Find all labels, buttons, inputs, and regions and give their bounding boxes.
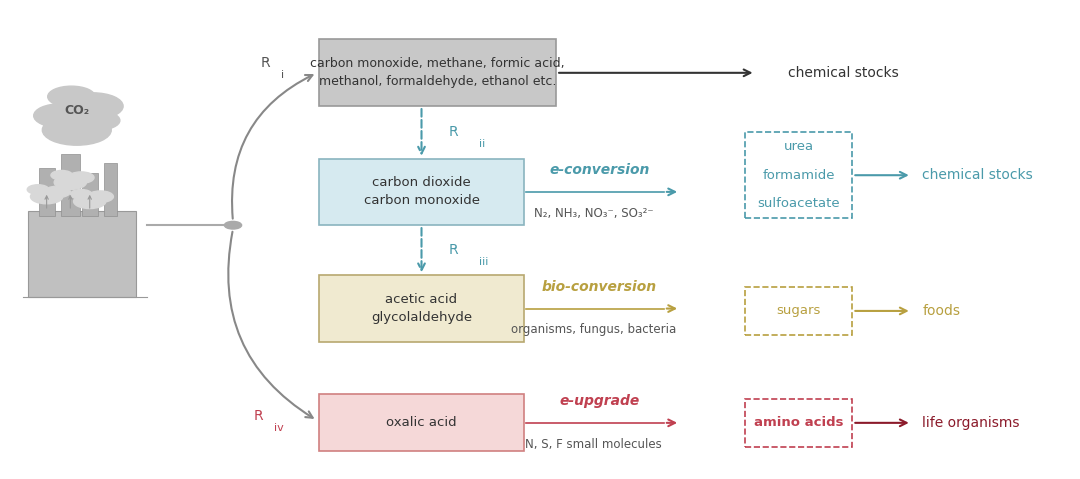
Text: carbon monoxide, methane, formic acid,
methanol, formaldehyde, ethanol etc.: carbon monoxide, methane, formic acid, m… xyxy=(310,57,565,88)
Text: organisms, fungus, bacteria: organisms, fungus, bacteria xyxy=(511,323,676,336)
Text: ii: ii xyxy=(478,139,485,149)
Text: R: R xyxy=(254,409,264,422)
Text: urea: urea xyxy=(783,140,813,153)
FancyBboxPatch shape xyxy=(60,154,80,216)
Text: e-conversion: e-conversion xyxy=(549,163,649,177)
Text: N, S, F small molecules: N, S, F small molecules xyxy=(526,438,662,451)
Text: N₂, NH₃, NO₃⁻, SO₃²⁻: N₂, NH₃, NO₃⁻, SO₃²⁻ xyxy=(534,207,653,220)
Text: R: R xyxy=(448,125,458,139)
Text: formamide: formamide xyxy=(762,169,835,182)
Circle shape xyxy=(73,194,106,208)
Text: chemical stocks: chemical stocks xyxy=(922,168,1034,182)
Circle shape xyxy=(77,111,120,130)
Text: acetic acid
glycolaldehyde: acetic acid glycolaldehyde xyxy=(370,293,472,324)
Circle shape xyxy=(30,190,63,204)
Text: e-upgrade: e-upgrade xyxy=(559,394,639,409)
FancyBboxPatch shape xyxy=(320,39,556,106)
Circle shape xyxy=(42,115,111,145)
Circle shape xyxy=(54,175,86,190)
Circle shape xyxy=(33,104,87,127)
Text: sugars: sugars xyxy=(777,305,821,318)
Circle shape xyxy=(225,221,242,229)
Text: oxalic acid: oxalic acid xyxy=(387,416,457,429)
Text: iii: iii xyxy=(478,257,488,267)
FancyBboxPatch shape xyxy=(28,211,136,297)
Text: sulfoacetate: sulfoacetate xyxy=(757,197,840,210)
Circle shape xyxy=(48,86,95,107)
Text: CO₂: CO₂ xyxy=(64,104,90,117)
FancyBboxPatch shape xyxy=(104,163,117,216)
Circle shape xyxy=(68,172,94,183)
Text: foods: foods xyxy=(922,304,960,318)
Circle shape xyxy=(87,191,113,202)
FancyBboxPatch shape xyxy=(320,159,524,225)
Text: i: i xyxy=(282,70,285,80)
Text: amino acids: amino acids xyxy=(754,416,843,429)
Text: carbon dioxide
carbon monoxide: carbon dioxide carbon monoxide xyxy=(364,176,480,207)
FancyBboxPatch shape xyxy=(82,173,98,216)
Text: iv: iv xyxy=(274,422,284,433)
FancyBboxPatch shape xyxy=(39,168,55,216)
Text: R: R xyxy=(261,57,271,70)
Circle shape xyxy=(27,185,49,194)
FancyBboxPatch shape xyxy=(320,394,524,451)
FancyBboxPatch shape xyxy=(320,275,524,342)
Text: chemical stocks: chemical stocks xyxy=(787,66,899,80)
Circle shape xyxy=(63,93,123,119)
Text: life organisms: life organisms xyxy=(922,416,1020,430)
Circle shape xyxy=(70,190,92,199)
Circle shape xyxy=(51,171,72,180)
Text: bio-conversion: bio-conversion xyxy=(542,280,657,294)
Text: R: R xyxy=(448,243,458,257)
Circle shape xyxy=(44,186,70,198)
